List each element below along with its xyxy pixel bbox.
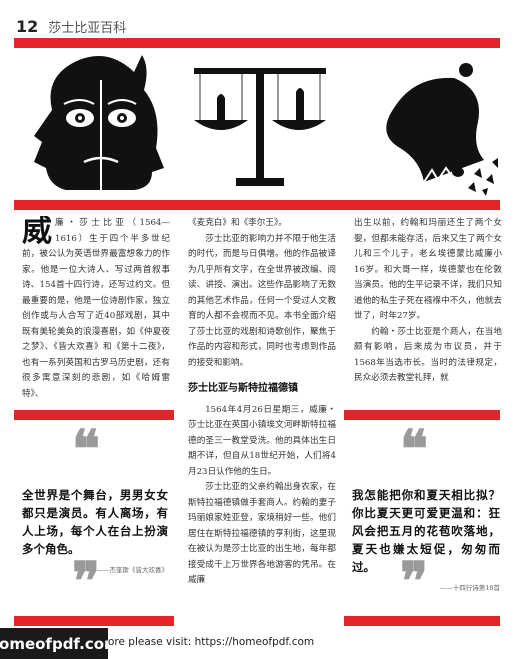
page-header: 12 莎士比亚百科: [16, 14, 126, 38]
col3-paragraph-1: 出生以前，约翰和玛丽还生了两个女婴，但都未能存活，后来又生了两个女儿和三个儿子，…: [354, 218, 502, 321]
broken-bell-icon: [386, 63, 498, 196]
right-quote-top-bar: [344, 410, 500, 420]
site-logo[interactable]: homeofpdf.com: [0, 628, 120, 659]
col3-paragraph-2: 约翰・莎士比亚是个商人，在当地颇有影响，后来成为市议员，并于1568年当选市长。…: [354, 326, 502, 384]
illustration-panel: [14, 50, 500, 198]
left-quote-top-bar: [14, 410, 174, 420]
col2-paragraph-1: 《麦克白》和《李尔王》。: [188, 218, 287, 228]
col2-paragraph-4: 莎士比亚的父亲约翰出身农家，在斯特拉福德镇做手套商人。约翰的妻子玛丽娘家姓亚登，…: [188, 482, 336, 585]
balance-scale-icon: [194, 68, 326, 186]
column-2: 《麦克白》和《李尔王》。 莎士比亚的影响力并不限于他生活的时代，而是与日俱增。他…: [188, 216, 336, 624]
intro-text: 廉・莎士比亚（1564—1616）生于四个半多世纪前，被公认为英语世界最富想象力…: [22, 218, 170, 399]
open-quote-mark-right: ❝: [400, 419, 428, 480]
two-faced-mask-icon: [34, 55, 164, 190]
top-red-bar: [14, 38, 500, 48]
book-title: 莎士比亚百科: [48, 20, 127, 36]
close-quote-mark-right: ❞: [400, 551, 428, 612]
drop-cap: 威: [22, 216, 52, 249]
left-quote-source: ——杰奎斯《皆大欢喜》: [96, 566, 169, 574]
col2-paragraph-2: 莎士比亚的影响力并不限于他生活的时代，而是与日俱增。他的作品被译为几乎所有文字，…: [188, 233, 336, 368]
close-quote-mark: ❞: [72, 551, 100, 612]
page-number: 12: [16, 16, 39, 36]
column-3: 出生以前，约翰和玛丽还生了两个女婴，但都未能存活，后来又生了两个女儿和三个儿子，…: [354, 216, 502, 406]
intro-paragraph: 威廉・莎士比亚（1564—1616）生于四个半多世纪前，被公认为英语世界最富想象…: [22, 216, 170, 402]
right-quote: 我怎能把你和夏天相比拟？你比夏天更可爱更温和：狂风会把五月的花苞吹落地，夏天也嫌…: [352, 486, 500, 592]
col2-paragraph-3: 1564年4月26日星期三，威廉・莎士比亚在英国小镇埃文河畔斯特拉福德的圣三一教…: [188, 404, 336, 477]
left-quote-text: 全世界是个舞台，男男女女都只是演员。有人离场，有人上场，每个人在台上扮演多个角色…: [22, 488, 168, 556]
right-quote-bottom-bar: [344, 616, 500, 626]
column-1: 威廉・莎士比亚（1564—1616）生于四个半多世纪前，被公认为英语世界最富想象…: [22, 216, 170, 406]
section-title: 莎士比亚与斯特拉福德镇: [188, 383, 298, 394]
open-quote-mark: ❝: [72, 419, 100, 480]
right-quote-source: ——十四行诗第18首: [439, 584, 500, 592]
left-quote-bottom-bar: [14, 616, 174, 626]
left-quote: 全世界是个舞台，男男女女都只是演员。有人离场，有人上场，每个人在台上扮演多个角色…: [22, 486, 168, 574]
mid-red-bar: [14, 200, 500, 210]
footer-link-text[interactable]: ore please visit: https://homeofpdf.com: [108, 636, 315, 648]
right-quote-text: 我怎能把你和夏天相比拟？你比夏天更可爱更温和：狂风会把五月的花苞吹落地，夏天也嫌…: [352, 488, 500, 574]
